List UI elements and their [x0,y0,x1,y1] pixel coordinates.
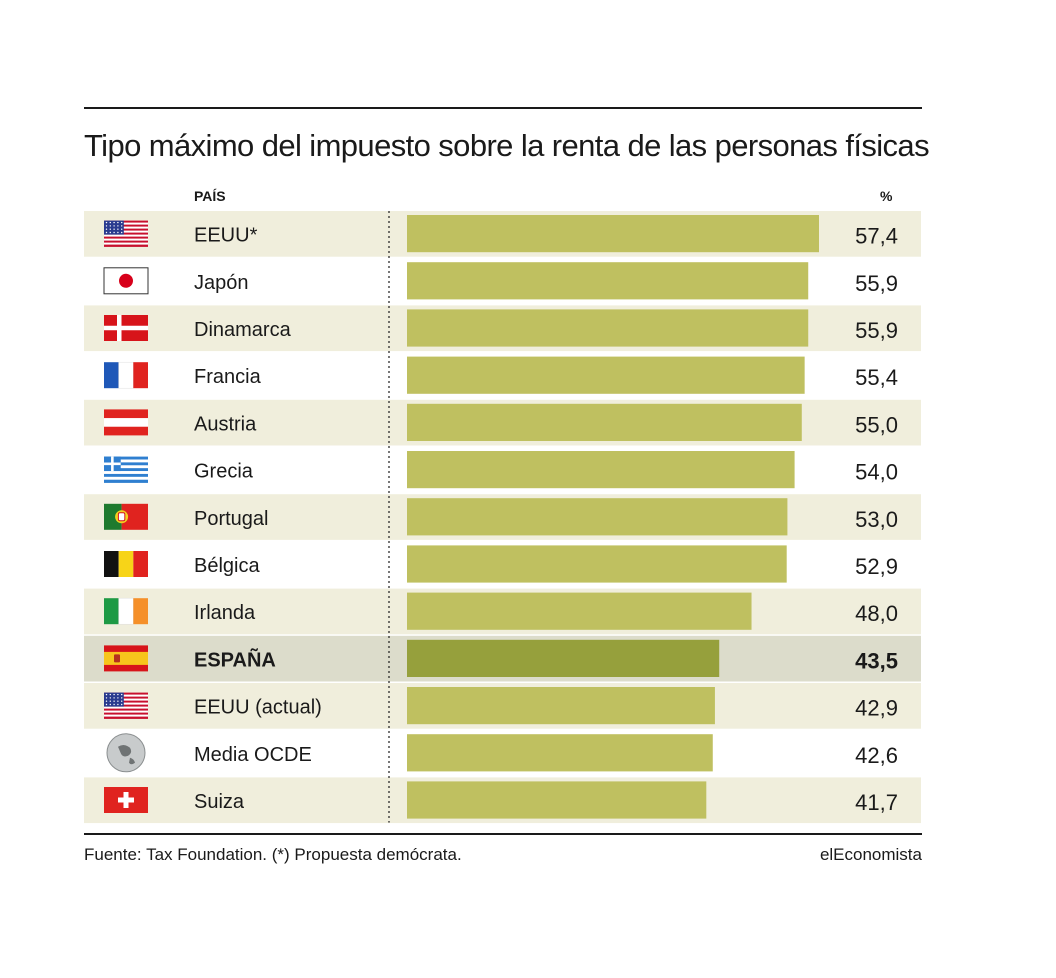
country-label: Japón [194,272,249,294]
bar [407,781,707,819]
brand-credit: elEconomista [819,845,922,864]
globe-icon [106,733,146,773]
usa-flag-icon [104,692,148,719]
bar [407,403,802,441]
bar [407,356,805,394]
value-label: 42,6 [855,743,898,768]
value-label: 55,9 [855,271,898,296]
bar [407,309,809,347]
value-label: 57,4 [855,224,898,249]
country-label: Francia [194,366,262,388]
country-column-header: PAÍS [194,188,226,204]
bar [407,734,713,772]
bar [407,545,787,583]
country-label: EEUU* [194,225,258,247]
greece-flag-icon [104,456,148,483]
country-label: Portugal [194,508,269,530]
denmark-flag-icon [104,315,148,341]
ireland-flag-icon [104,597,148,625]
usa-flag-icon [104,220,148,247]
bar [407,262,809,300]
austria-flag-icon [104,409,148,436]
france-flag-icon [104,361,148,389]
spain-flag-icon [104,645,148,672]
value-label: 42,9 [855,696,898,721]
country-label: Grecia [194,461,254,483]
country-label: Irlanda [194,602,256,624]
value-label: 48,0 [855,601,898,626]
country-label: ESPAÑA [194,648,276,671]
value-label: 55,9 [855,318,898,343]
bar [407,451,795,489]
japan-flag-icon [103,267,149,295]
switzerland-flag-icon [104,787,148,813]
value-label: 52,9 [855,554,898,579]
bottom-rule [84,833,922,835]
percent-column-header: % [880,188,893,204]
country-label: Media OCDE [194,744,312,766]
value-label: 55,4 [855,365,898,390]
chart-title: Tipo máximo del impuesto sobre la renta … [84,128,930,163]
country-label: Suiza [194,791,245,813]
bar [407,639,720,677]
value-label: 43,5 [855,648,898,673]
portugal-flag-icon [104,503,148,530]
country-label: Dinamarca [194,319,292,341]
bar [407,215,819,253]
country-label: Austria [194,413,257,435]
bar [407,498,788,536]
value-label: 53,0 [855,507,898,532]
country-label: Bélgica [194,555,260,577]
belgium-flag-icon [104,551,148,577]
value-label: 41,7 [855,790,898,815]
bar [407,592,752,630]
bar [407,687,715,725]
top-rule [84,107,922,109]
value-label: 55,0 [855,412,898,437]
country-label: EEUU (actual) [194,697,322,719]
source-note: Fuente: Tax Foundation. (*) Propuesta de… [84,845,462,864]
value-label: 54,0 [855,460,898,485]
